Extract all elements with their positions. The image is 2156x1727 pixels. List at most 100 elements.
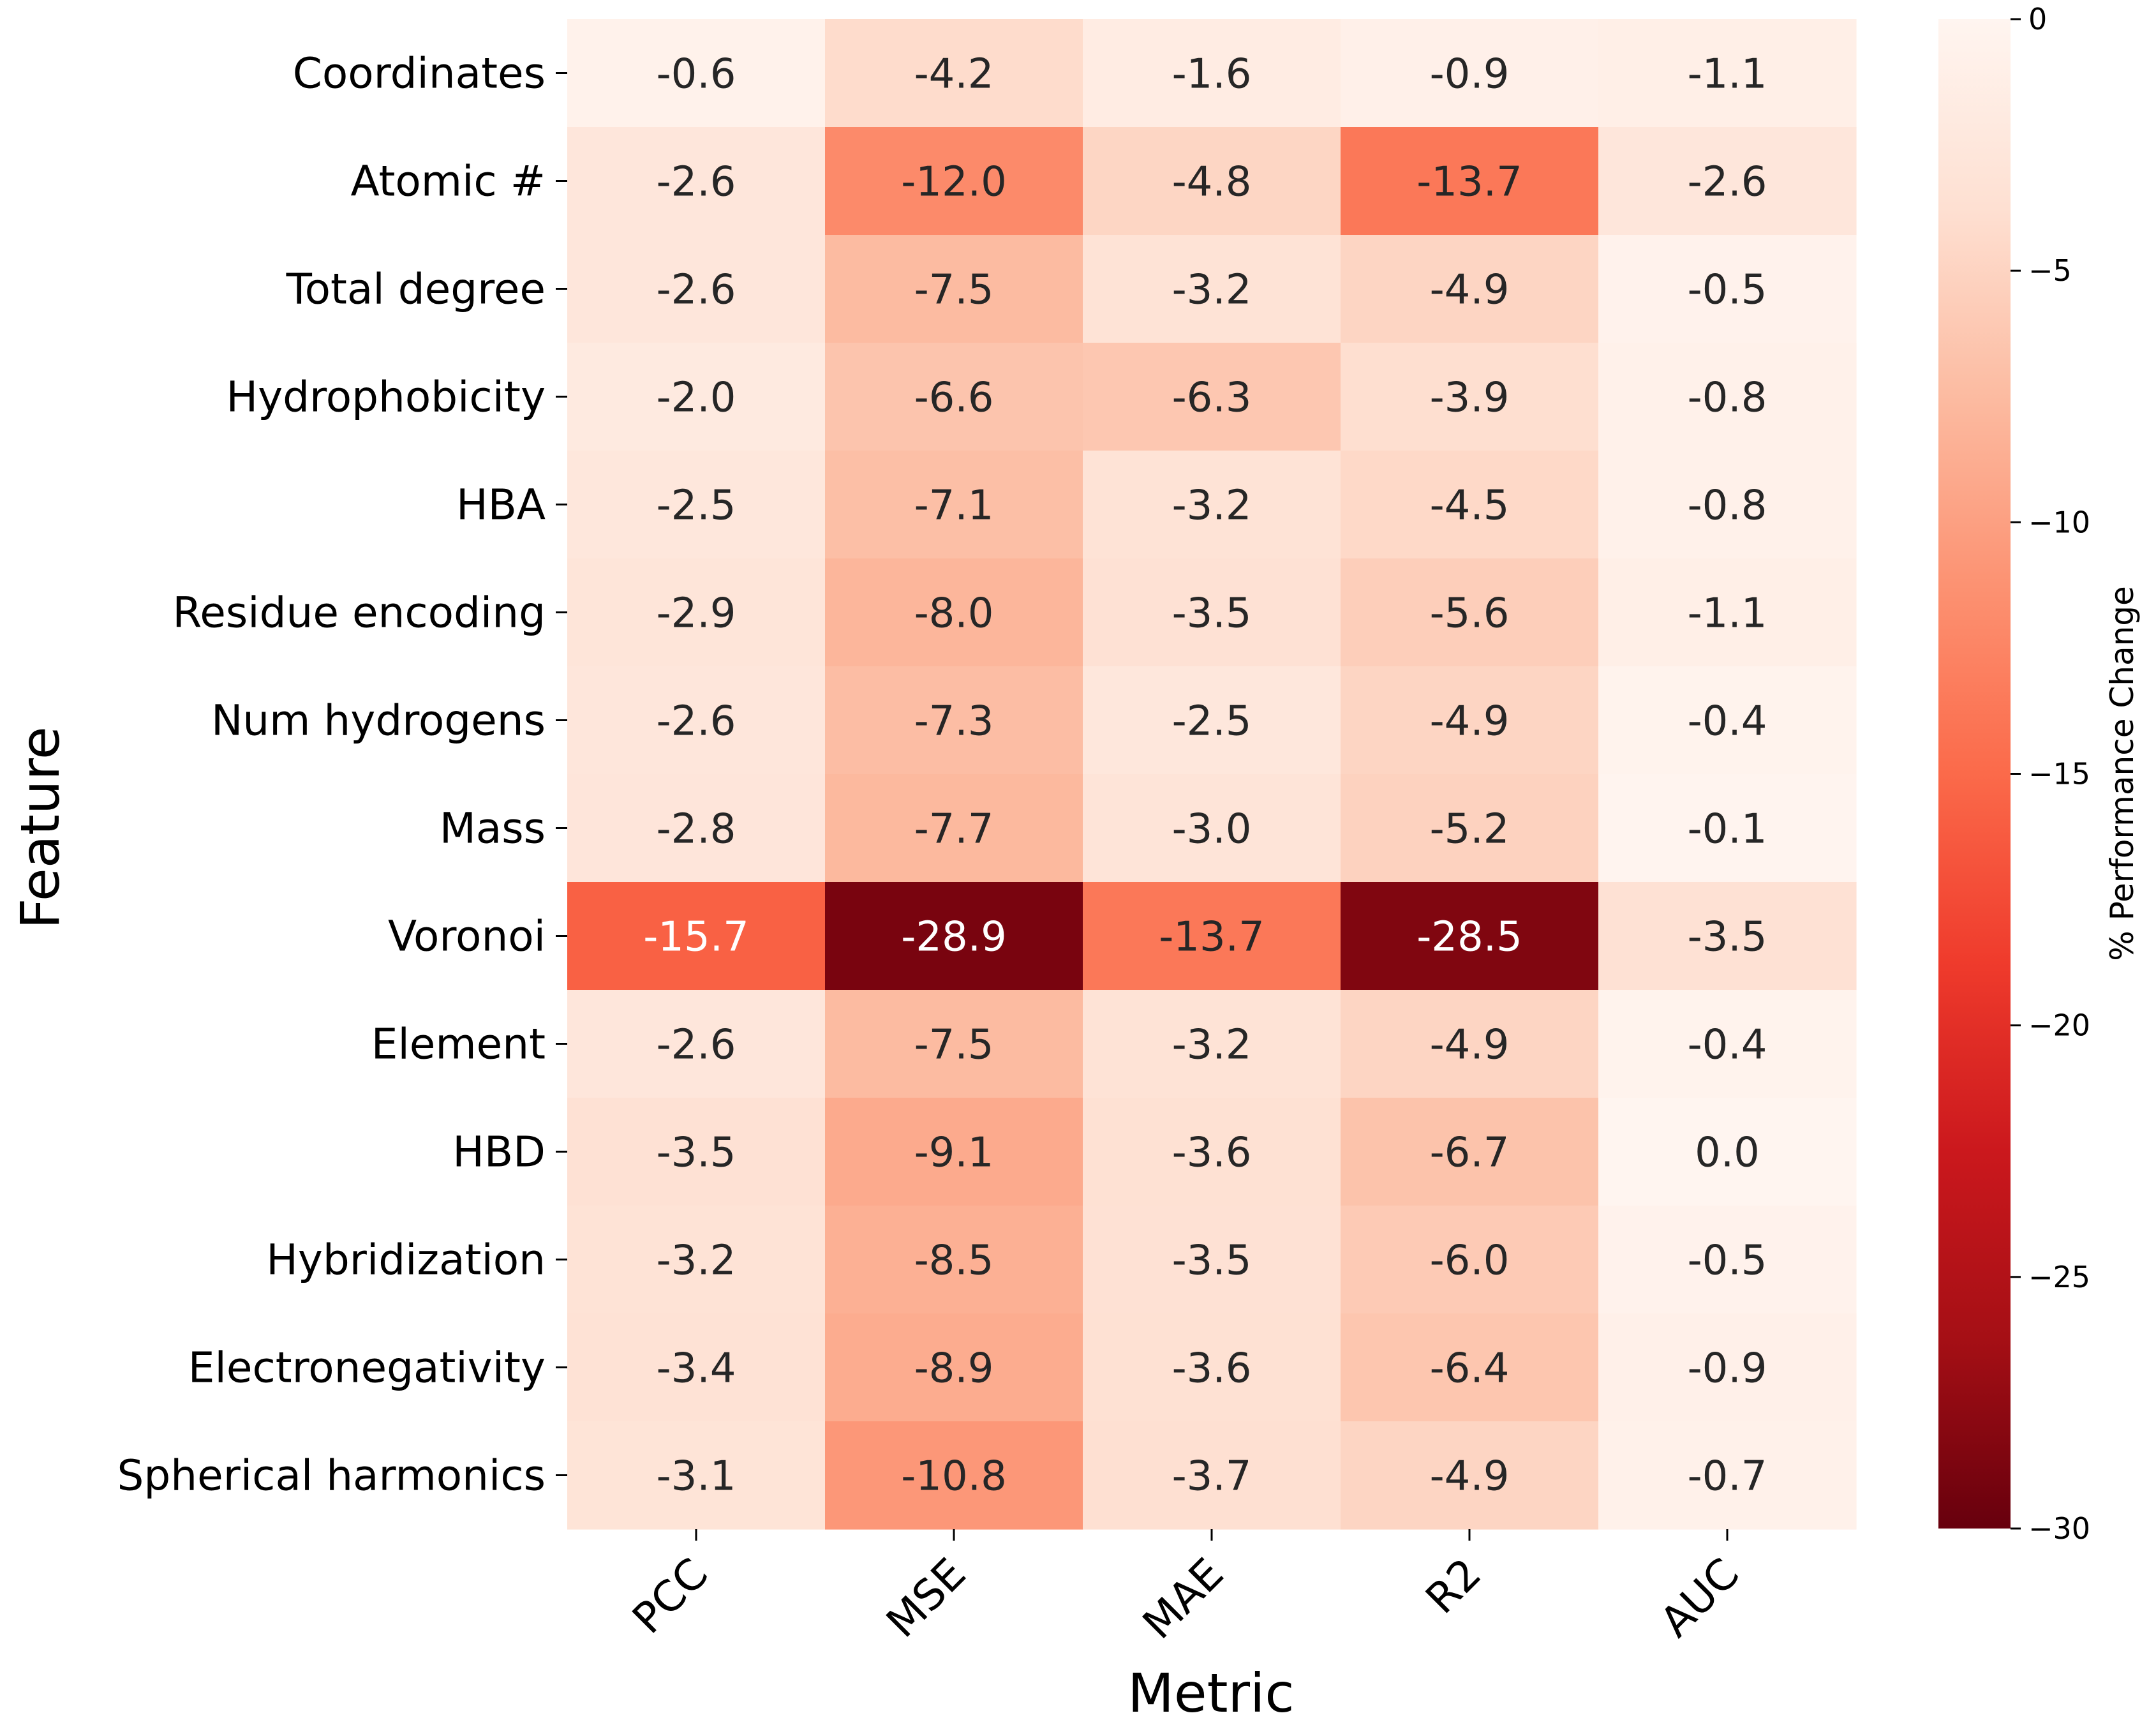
cell-value-label: -6.7 <box>1430 1130 1510 1177</box>
heatmap-cell <box>567 19 826 128</box>
cell-value-label: -3.0 <box>1172 806 1252 853</box>
cell-value-label: -0.5 <box>1688 267 1767 314</box>
cell-value-label: -1.1 <box>1688 590 1767 638</box>
heatmap-cell <box>825 990 1083 1098</box>
cell-value-label: -7.5 <box>914 267 994 314</box>
heatmap-cell <box>1341 1098 1599 1206</box>
y-tick-label: Electronegativity <box>188 1343 546 1393</box>
y-axis-label: Feature <box>9 726 71 929</box>
cell-value-label: -2.0 <box>657 375 736 422</box>
heatmap-cell <box>1341 990 1599 1098</box>
x-axis-ticks: PCC MSE MAE R2 AUC <box>623 1529 1748 1648</box>
cell-value-label: -1.1 <box>1688 51 1767 98</box>
heatmap-cell <box>567 1206 826 1314</box>
heatmap-cell <box>1083 1313 1341 1422</box>
cell-value-label: -28.5 <box>1416 914 1522 961</box>
colorbar: 0 −5 −10 −15 −20 −25 −30 % Performance Change <box>1938 2 2141 1546</box>
heatmap-cell <box>567 1098 826 1206</box>
cell-value-label: -3.6 <box>1172 1345 1252 1393</box>
cell-value-label: -2.6 <box>657 698 736 745</box>
heatmap-cell <box>1598 990 1857 1098</box>
heatmap-cell <box>1083 666 1341 775</box>
colorbar-tick-label: −5 <box>2028 253 2072 288</box>
colorbar-label: % Performance Change <box>2104 586 2141 961</box>
cell-value-label: -28.9 <box>901 914 1007 961</box>
heatmap-cell <box>1083 451 1341 559</box>
cell-value-label: -4.9 <box>1430 1453 1510 1500</box>
heatmap-cell <box>1598 558 1857 667</box>
cell-value-label: -5.6 <box>1430 590 1510 638</box>
cell-value-label: -4.9 <box>1430 1022 1510 1069</box>
cell-value-label: -4.8 <box>1172 159 1252 206</box>
cell-value-label: -0.7 <box>1688 1453 1767 1500</box>
heatmap-cell <box>1083 235 1341 343</box>
cell-value-label: -6.0 <box>1430 1237 1510 1285</box>
cell-value-label: -15.7 <box>643 914 749 961</box>
y-tick-label: HBA <box>456 481 546 530</box>
heatmap-cell <box>1341 666 1599 775</box>
heatmap-cell <box>1598 235 1857 343</box>
heatmap-cell <box>567 990 826 1098</box>
cell-value-label: -4.9 <box>1430 698 1510 745</box>
heatmap-cell <box>1341 882 1599 991</box>
heatmap-cell <box>825 1098 1083 1206</box>
y-tick-label: Hybridization <box>266 1236 546 1285</box>
y-tick-label: Mass <box>440 804 546 853</box>
heatmap-cell <box>1598 451 1857 559</box>
x-tick-label: R2 <box>1416 1549 1491 1624</box>
cell-value-label: -2.8 <box>657 806 736 853</box>
heatmap-cell <box>825 127 1083 236</box>
cell-value-label: -3.9 <box>1430 375 1510 422</box>
y-axis-ticks: Coordinates Atomic # Total degree Hydrophob… <box>117 49 567 1500</box>
y-tick-label: Spherical harmonics <box>117 1451 546 1500</box>
cell-value-label: -0.8 <box>1688 482 1767 530</box>
cell-value-label: -0.9 <box>1688 1345 1767 1393</box>
heatmap-cell <box>1341 451 1599 559</box>
colorbar-tick-label: −25 <box>2028 1260 2090 1294</box>
heatmap-cell <box>1598 1313 1857 1422</box>
heatmap-cell <box>567 1421 826 1530</box>
heatmap-cell <box>567 343 826 451</box>
cell-value-label: -4.5 <box>1430 482 1510 530</box>
cell-value-label: -9.1 <box>914 1130 994 1177</box>
heatmap-cell <box>1341 343 1599 451</box>
heatmap-cell <box>825 1206 1083 1314</box>
heatmap-cell <box>1341 235 1599 343</box>
cell-value-label: -3.5 <box>1172 590 1252 638</box>
cell-value-label: -2.6 <box>1688 159 1767 206</box>
heatmap-cell <box>825 558 1083 667</box>
cell-value-label: -0.6 <box>657 51 736 98</box>
x-axis-label: Metric <box>1127 1662 1294 1724</box>
y-tick-label: Hydrophobicity <box>226 373 546 422</box>
heatmap-cell <box>1341 127 1599 236</box>
y-tick-label: Coordinates <box>293 49 546 98</box>
cell-value-label: -2.6 <box>657 1022 736 1069</box>
heatmap-cell <box>1598 1421 1857 1530</box>
heatmap-cells <box>567 19 1857 1530</box>
cell-value-label: -0.1 <box>1688 806 1767 853</box>
cell-value-label: -13.7 <box>1416 159 1522 206</box>
y-tick-label: Element <box>371 1020 546 1069</box>
cell-value-label: -0.4 <box>1688 1022 1767 1069</box>
colorbar-tick-label: −20 <box>2028 1008 2090 1043</box>
cell-value-label: -2.5 <box>657 482 736 530</box>
cell-value-label: -10.8 <box>901 1453 1007 1500</box>
cell-value-label: -3.2 <box>1172 1022 1252 1069</box>
heatmap-cell <box>1083 882 1341 991</box>
heatmap-cell <box>825 774 1083 883</box>
y-tick-label: Voronoi <box>388 912 546 961</box>
heatmap-cell <box>825 1313 1083 1422</box>
heatmap-cell <box>1083 990 1341 1098</box>
colorbar-ticks: 0 −5 −10 −15 −20 −25 −30 <box>2011 2 2090 1546</box>
heatmap-cell <box>825 235 1083 343</box>
heatmap-cell <box>1083 19 1341 128</box>
y-tick-label: HBD <box>452 1128 546 1177</box>
heatmap-cell <box>1083 774 1341 883</box>
cell-labels: -0.6 -4.2 -1.6 -0.9 -1.1 -2.6 -12.0 -4.8 -13.7 -2… <box>643 51 1767 1500</box>
heatmap-cell <box>567 774 826 883</box>
cell-value-label: -13.7 <box>1159 914 1265 961</box>
heatmap-cell <box>1341 558 1599 667</box>
cell-value-label: -1.6 <box>1172 51 1252 98</box>
heatmap-cell <box>1598 1098 1857 1206</box>
